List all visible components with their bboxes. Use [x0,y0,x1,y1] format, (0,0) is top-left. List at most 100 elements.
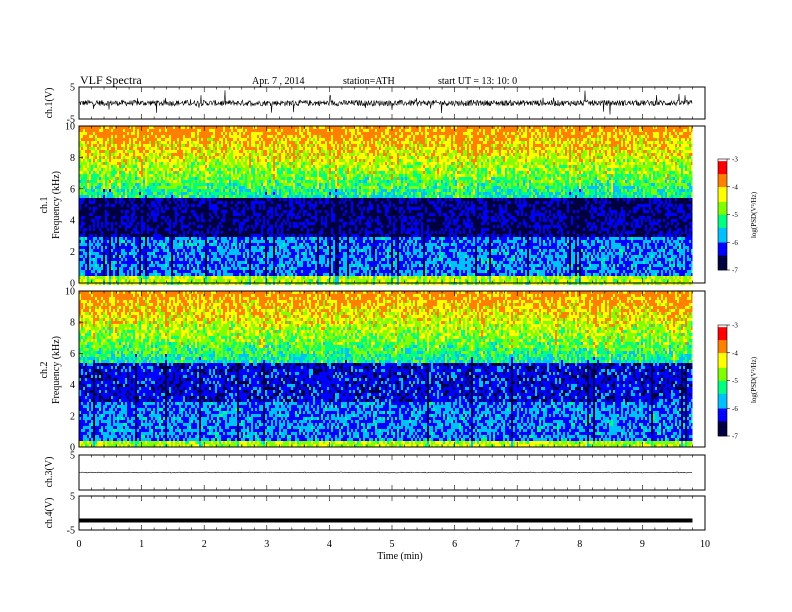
ch1-spec-cell [227,195,229,198]
ch1-spec-cell [93,180,95,183]
ch1-spec-cell [177,144,179,147]
ch1-spec-cell [173,183,175,186]
ch1-spec-cell [217,219,219,222]
ch1-spec-cell [187,174,189,177]
ch1-spec-cell [161,216,163,219]
ch1-spec-cell [215,216,217,219]
ch1-spec-cell [193,159,195,162]
ch1-spec-cell [157,171,159,174]
ch1-spec-cell [155,207,157,210]
ch1-spec-cell [177,135,179,138]
ch1-spec-cell [215,258,217,261]
ch1-spec-cell [119,225,121,228]
ch1-spec-cell [219,204,221,207]
ch1-spec-cell [181,216,183,219]
ch1-spec-cell [205,138,207,141]
ch1-spec-cell [201,168,203,171]
ch1-spec-cell [191,126,193,129]
ch1-spec-cell [107,276,109,279]
ch1-spec-cell [143,180,145,183]
ch1-spec-cell [235,228,237,231]
ch1-spec-cell [149,177,151,180]
ch1-spec-cell [93,225,95,228]
ch1-spec-cell [179,258,181,261]
ch1-spec-cell [193,249,195,252]
ch1-spec-cell [217,267,219,270]
ch1-spec-cell [179,216,181,219]
ch1-spec-cell [247,177,249,180]
ch1-spec-cell [153,267,155,270]
ch1-spec-cell [91,225,93,228]
ch1-spec-cell [185,198,187,201]
ch1-spec-cell [257,159,259,162]
ch1-spec-cell [161,171,163,174]
ch1-spec-cell [99,198,101,201]
ch1-spec-cell [89,162,91,165]
ch1-spec-cell [257,207,259,210]
ch1-spec-cell [163,270,165,273]
ch1-spec-cell [139,225,141,228]
ch1-spec-cell [253,267,255,270]
ch1-spec-cell [169,126,171,129]
ch1-spec-cell [91,138,93,141]
ch1-spec-cell [89,279,91,282]
ch1-spec-cell [107,231,109,234]
ch1-spec-cell [197,213,199,216]
ch1-spec-cell [161,213,163,216]
ch1-spec-cell [167,177,169,180]
ch1-spec-cell [225,243,227,246]
ch1-spec-cell [179,198,181,201]
ch1-spec-cell [193,180,195,183]
ch1-spec-cell [225,252,227,255]
ch1-spec-cell [215,186,217,189]
ch1-spec-cell [261,135,263,138]
ch1-spec-cell [99,180,101,183]
ch1-spec-cell [187,213,189,216]
ch1-spec-cell [149,192,151,195]
ch1-spec-cell [153,234,155,237]
ch1-spec-cell [83,240,85,243]
ch1-spec-cell [185,177,187,180]
ch1-spec-cell [109,183,111,186]
ch1-spec-cell [137,153,139,156]
ch1-spec-cell [199,240,201,243]
ch1-spec-cell [193,273,195,276]
ch1-spec-cell [143,237,145,240]
ch1-spec-cell [137,195,139,198]
ch1-spec-cell [249,156,251,159]
ch1-spec-cell [127,171,129,174]
ch1-spec-cell [121,144,123,147]
ch1-spec-cell [237,183,239,186]
ch1-spec-cell [157,228,159,231]
ch1-spec-cell [213,213,215,216]
ch1-spec-cell [229,168,231,171]
ch1-spec-cell [197,186,199,189]
ch1-spec-cell [89,144,91,147]
ch1-spec-cell [153,162,155,165]
ch1-spec-cell [147,201,149,204]
ch1-spec-cell [103,207,105,210]
ch1-spec-cell [105,225,107,228]
ch1-spec-cell [115,246,117,249]
ch1-spec-cell [127,270,129,273]
ch1-spec-cell [185,174,187,177]
ch1-spec-cell [129,276,131,279]
ch1-spec-cell [253,132,255,135]
ch1-spec-cell [227,132,229,135]
ch1-spec-cell [107,267,109,270]
ch1-spec-cell [125,237,127,240]
ch1-spec-cell [125,279,127,282]
ch1-spec-cell [199,135,201,138]
ch1-spec-cell [159,231,161,234]
ch1-spec-cell [169,276,171,279]
ch1-spec-cell [229,237,231,240]
ch1-spec-cell [197,156,199,159]
ch1-spec-cell [125,249,127,252]
ch1-spec-cell [151,267,153,270]
ch1-spec-cell [235,213,237,216]
ch1-spec-cell [111,252,113,255]
ch1-spec-cell [149,153,151,156]
ch1-spec-cell [261,141,263,144]
ch1-spec-cell [255,225,257,228]
ch1-spec-cell [239,150,241,153]
